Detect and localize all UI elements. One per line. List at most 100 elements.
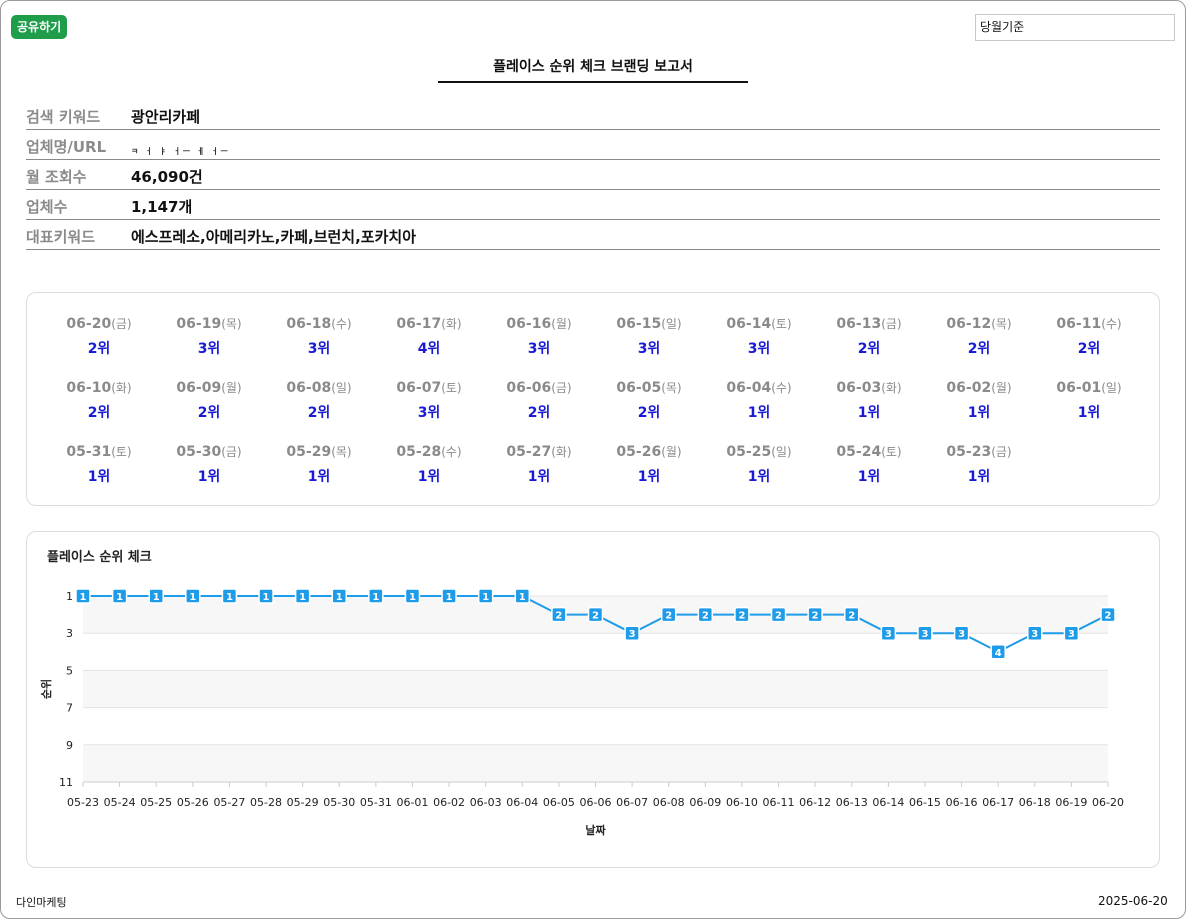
rank-point-label: 1 — [519, 592, 526, 603]
rank-value: 2위 — [197, 405, 221, 421]
info-row-main-keywords: 대표키워드 에스프레소,아메리카노,카페,브런치,포카치아 — [26, 220, 1160, 250]
daily-rank-item: 06-06(금) 2위 — [484, 379, 594, 422]
info-row-business-count: 업체수 1,147개 — [26, 190, 1160, 220]
rank-date: 06-10(화) — [44, 379, 154, 396]
y-tick-label: 11 — [59, 776, 73, 789]
daily-rank-item: 06-15(일) 3위 — [594, 315, 704, 358]
info-row-business: 업체명/URL ㅋ ㅓ ㅑ ㅓㅡ ㅔ ㅓㅡ — [26, 130, 1160, 160]
rank-point — [734, 606, 750, 623]
rank-date-value: 06-15 — [616, 316, 662, 332]
rank-date-value: 06-17 — [396, 316, 442, 332]
rank-day-of-week: (화) — [111, 381, 132, 395]
rank-date-value: 05-30 — [176, 444, 222, 460]
rank-point-label: 1 — [336, 592, 343, 603]
rank-date: 06-11(수) — [1034, 315, 1144, 332]
rank-day-of-week: (금) — [221, 445, 242, 459]
rank-point-label: 1 — [116, 592, 123, 603]
rank-point — [514, 588, 531, 604]
rank-value: 1위 — [87, 469, 111, 485]
daily-rank-item: 06-05(목) 2위 — [594, 379, 704, 422]
rank-value: 1위 — [857, 405, 881, 421]
rank-day-of-week: (토) — [881, 445, 902, 459]
rank-value: 1위 — [967, 405, 991, 421]
rank-day-of-week: (금) — [111, 317, 132, 331]
rank-point — [75, 588, 91, 604]
x-tick-label: 06-13 — [836, 796, 868, 809]
rank-value: 3위 — [197, 341, 221, 357]
daily-rank-item: 06-16(월) 3위 — [484, 315, 594, 358]
rank-point-label: 1 — [226, 592, 233, 603]
daily-rank-item: 06-18(수) 3위 — [264, 315, 374, 358]
rank-day-of-week: (월) — [661, 445, 682, 459]
rank-value: 2위 — [1077, 341, 1101, 357]
y-axis-title: 순위 — [40, 679, 53, 699]
rank-day-of-week: (금) — [881, 317, 902, 331]
rank-date-value: 05-31 — [66, 444, 112, 460]
rank-value: 1위 — [527, 469, 551, 485]
rank-date: 06-07(토) — [374, 379, 484, 396]
rank-day-of-week: (토) — [771, 317, 792, 331]
rank-day-of-week: (화) — [881, 381, 902, 395]
rank-point — [404, 588, 421, 604]
rank-day-of-week: (금) — [551, 381, 572, 395]
rank-date: 06-02(월) — [924, 379, 1034, 396]
rank-day-of-week: (일) — [331, 381, 352, 395]
rank-date: 06-08(일) — [264, 379, 374, 396]
footer-date: 2025-06-20 — [1098, 894, 1168, 908]
daily-rank-item: 05-31(토) 1위 — [44, 443, 154, 486]
y-tick-label: 3 — [66, 627, 73, 640]
rank-date-value: 06-18 — [286, 316, 332, 332]
info-row-keyword: 검색 키워드 광안리카페 — [26, 100, 1160, 130]
rank-point — [697, 606, 714, 623]
rank-date: 05-26(월) — [594, 443, 704, 460]
x-tick-label: 05-31 — [360, 796, 392, 809]
x-tick-label: 06-12 — [799, 796, 831, 809]
rank-date-value: 05-26 — [616, 444, 662, 460]
x-tick-label: 06-02 — [433, 796, 465, 809]
rank-value: 2위 — [87, 405, 111, 421]
rank-date-value: 06-03 — [836, 380, 882, 396]
rank-point-label: 3 — [1031, 629, 1038, 640]
rank-date: 05-30(금) — [154, 443, 264, 460]
rank-point — [148, 588, 164, 604]
rank-point-label: 1 — [189, 592, 196, 603]
x-tick-label: 06-10 — [726, 796, 758, 809]
rank-point — [441, 588, 457, 604]
daily-rank-item: 05-25(일) 1위 — [704, 443, 814, 486]
rank-date: 06-18(수) — [264, 315, 374, 332]
report-title: 플레이스 순위 체크 브랜딩 보고서 — [438, 56, 748, 83]
rank-date-value: 05-27 — [506, 444, 552, 460]
rank-day-of-week: (토) — [111, 445, 132, 459]
rank-date: 06-13(금) — [814, 315, 924, 332]
rank-date-value: 06-08 — [286, 380, 332, 396]
rank-date: 06-20(금) — [44, 315, 154, 332]
rank-point-label: 3 — [885, 629, 892, 640]
rank-value: 2위 — [87, 341, 111, 357]
rank-date: 06-15(일) — [594, 315, 704, 332]
rank-point-label: 3 — [921, 629, 928, 640]
rank-point-label: 3 — [629, 629, 636, 640]
rank-point — [917, 625, 933, 641]
rank-date-value: 06-09 — [176, 380, 222, 396]
rank-point-label: 1 — [446, 592, 453, 603]
rank-point — [880, 625, 897, 641]
share-button[interactable]: 공유하기 — [11, 15, 68, 39]
x-tick-label: 05-28 — [250, 796, 282, 809]
x-tick-label: 06-08 — [653, 796, 685, 809]
rank-date-value: 06-02 — [946, 380, 992, 396]
rank-day-of-week: (목) — [661, 381, 682, 395]
rank-point — [1100, 606, 1116, 623]
rank-point — [770, 606, 787, 623]
info-label: 대표키워드 — [26, 228, 96, 246]
period-select[interactable]: 당월기준 — [975, 14, 1175, 41]
rank-day-of-week: (금) — [991, 445, 1012, 459]
x-tick-label: 06-17 — [982, 796, 1014, 809]
rank-value: 3위 — [527, 341, 551, 357]
x-tick-label: 06-20 — [1092, 796, 1124, 809]
rank-date-value: 06-04 — [726, 380, 772, 396]
rank-date-value: 06-16 — [506, 316, 552, 332]
daily-rank-item: 06-02(월) 1위 — [924, 379, 1034, 422]
rank-value: 2위 — [637, 405, 661, 421]
rank-point-label: 2 — [555, 611, 562, 622]
